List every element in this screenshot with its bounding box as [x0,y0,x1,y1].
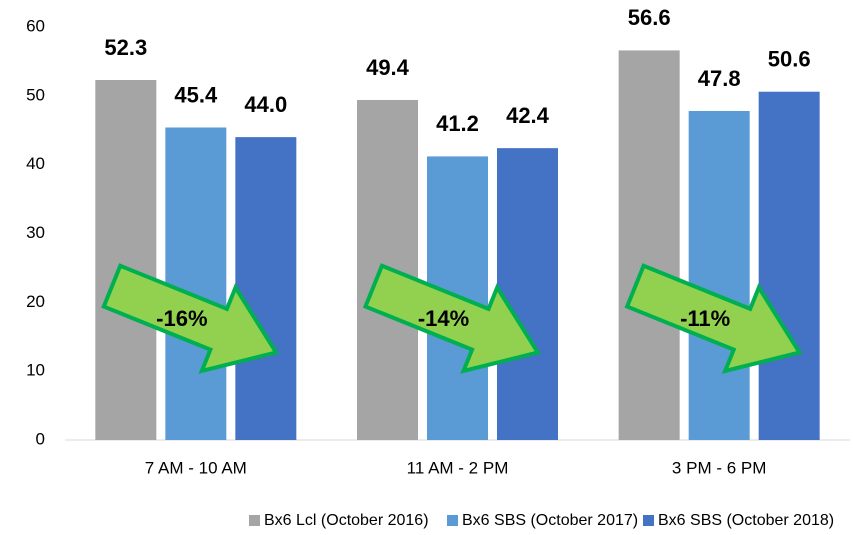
data-label: 52.3 [104,35,147,60]
bar [165,127,227,440]
data-label: 41.2 [436,111,479,136]
x-tick-label: 3 PM - 6 PM [672,458,766,477]
x-tick-label: 7 AM - 10 AM [145,458,247,477]
legend-label: Bx6 SBS (October 2018) [658,512,834,529]
annotation: -11% [680,306,730,331]
data-label: 49.4 [366,55,410,80]
data-label: 47.8 [698,66,741,91]
legend-swatch [643,515,654,526]
bar [497,148,558,440]
trend-arrow [101,263,280,374]
data-label: 50.6 [768,47,811,72]
trend-arrow [624,263,803,374]
data-label: 45.4 [174,82,218,107]
data-label: 56.6 [628,5,671,30]
y-tick-label: 20 [26,292,45,311]
y-tick-label: 60 [26,16,45,35]
legend-swatch [249,515,260,526]
legend-swatch [447,515,458,526]
y-tick-label: 40 [26,154,45,173]
arrow-shape [101,263,280,374]
arrow-shape [624,263,803,374]
trend-arrow [362,263,541,374]
data-label: 42.4 [506,103,550,128]
bar [95,80,157,441]
annotation: -14% [418,306,469,331]
annotation: -16% [156,306,207,331]
legend-label: Bx6 SBS (October 2017) [462,512,638,529]
arrow-shape [362,263,541,374]
x-tick-label: 11 AM - 2 PM [407,458,509,477]
y-tick-label: 10 [26,361,45,380]
bar [758,91,820,440]
y-tick-label: 50 [26,85,45,104]
bar [235,137,297,440]
data-label: 44.0 [244,92,287,117]
legend-label: Bx6 Lcl (October 2016) [264,512,429,529]
y-tick-label: 0 [36,429,45,448]
bar [618,50,680,441]
y-tick-label: 30 [26,223,45,242]
bar [688,110,750,440]
